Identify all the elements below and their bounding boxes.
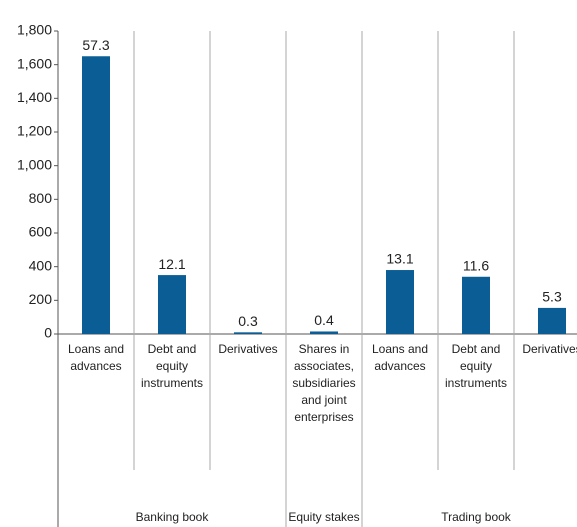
group-label: Banking book bbox=[135, 510, 209, 524]
y-tick-label: 1,200 bbox=[17, 123, 52, 139]
x-tick-label: Shares in associates, subsidiaries and j… bbox=[292, 342, 356, 424]
y-tick-label: 1,600 bbox=[17, 55, 52, 71]
bar bbox=[386, 270, 414, 334]
bar bbox=[462, 276, 490, 334]
y-tick-label: 600 bbox=[29, 224, 53, 240]
y-tick-label: 1,400 bbox=[17, 89, 52, 105]
group-label: Trading book bbox=[441, 510, 511, 524]
value-label: 13.1 bbox=[386, 251, 413, 267]
x-tick-label: Debt and equity instruments bbox=[444, 342, 508, 390]
bar bbox=[234, 332, 262, 334]
x-tick-label: Derivatives bbox=[522, 342, 577, 356]
bar bbox=[538, 307, 566, 334]
value-label: 11.6 bbox=[463, 257, 489, 273]
y-tick-label: 200 bbox=[29, 291, 53, 307]
value-label: 0.4 bbox=[314, 312, 334, 328]
y-tick-label: 0 bbox=[44, 325, 52, 341]
bar bbox=[310, 331, 338, 334]
y-tick-label: 400 bbox=[29, 257, 53, 273]
y-tick-label: 800 bbox=[29, 190, 53, 206]
x-tick-label: Derivatives bbox=[218, 342, 278, 356]
y-tick-label: 1,000 bbox=[17, 156, 52, 172]
x-tick-label: Loans and advances bbox=[371, 342, 429, 373]
value-label: 12.1 bbox=[158, 256, 185, 272]
value-label: 0.3 bbox=[238, 313, 258, 329]
y-tick-label: 1,800 bbox=[17, 22, 52, 38]
x-tick-label: Debt and equity instruments bbox=[140, 342, 204, 390]
group-label: Equity stakes bbox=[288, 510, 360, 524]
x-tick-label: Loans and advances bbox=[67, 342, 125, 373]
bar bbox=[158, 275, 186, 334]
bar bbox=[82, 56, 110, 334]
value-label: 5.3 bbox=[542, 289, 562, 305]
value-label: 57.3 bbox=[82, 37, 109, 53]
